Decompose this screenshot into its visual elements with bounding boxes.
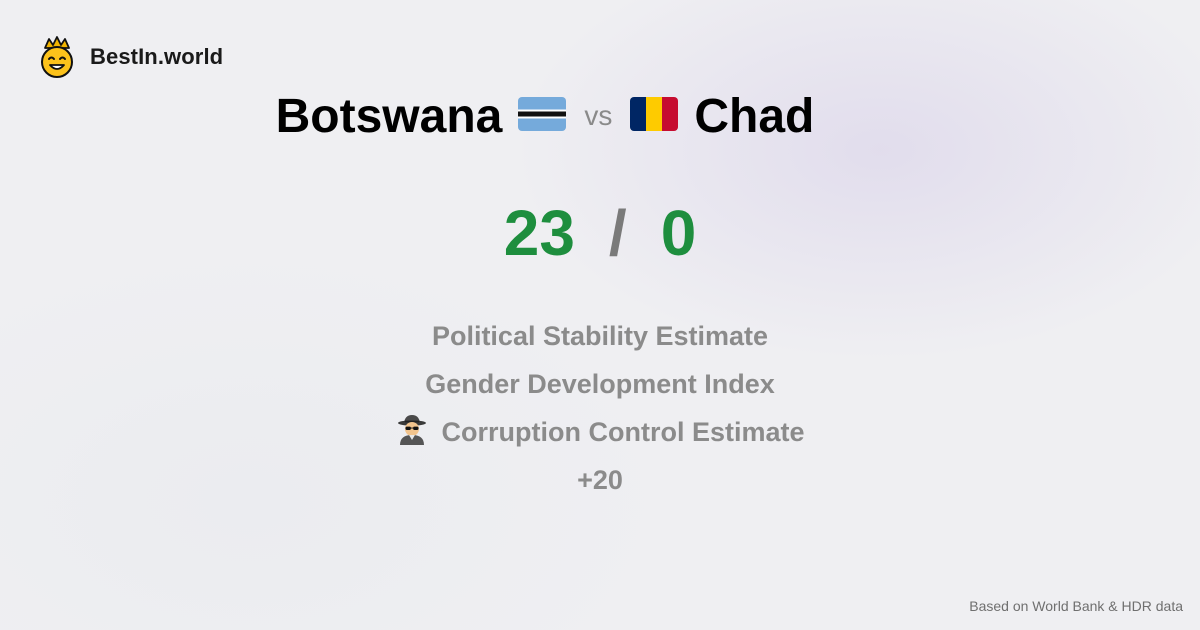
more-metrics-label: +20 (577, 464, 623, 495)
chad-flag-icon (630, 96, 679, 136)
more-metrics-count: +20 (0, 456, 1200, 504)
left-country-name: Botswana (275, 89, 503, 143)
vs-label: vs (584, 100, 613, 131)
matchup-title: Botswana vs Chad (0, 86, 1090, 146)
score: 23 / 0 (0, 196, 1200, 270)
brand-name: BestIn.world (90, 44, 224, 69)
detective-icon (396, 413, 428, 452)
metric-item: Gender Development Index (0, 360, 1200, 408)
metric-item: Political Stability Estimate (0, 312, 1200, 360)
metric-label: Political Stability Estimate (431, 320, 769, 351)
metric-item: Corruption Control Estimate (0, 408, 1200, 456)
metric-list: Political Stability Estimate Gender Deve… (0, 312, 1200, 504)
right-country-name: Chad (694, 89, 815, 143)
crowned-smiley-icon (38, 36, 76, 78)
right-score: 0 (660, 197, 697, 269)
data-source-note: Based on World Bank & HDR data (969, 598, 1183, 614)
metric-label: Gender Development Index (425, 368, 775, 399)
left-score: 23 (503, 197, 575, 269)
botswana-flag-icon (518, 96, 567, 136)
brand[interactable]: BestIn.world (38, 36, 223, 78)
metric-label: Corruption Control Estimate (441, 416, 805, 447)
score-separator: / (608, 197, 627, 269)
